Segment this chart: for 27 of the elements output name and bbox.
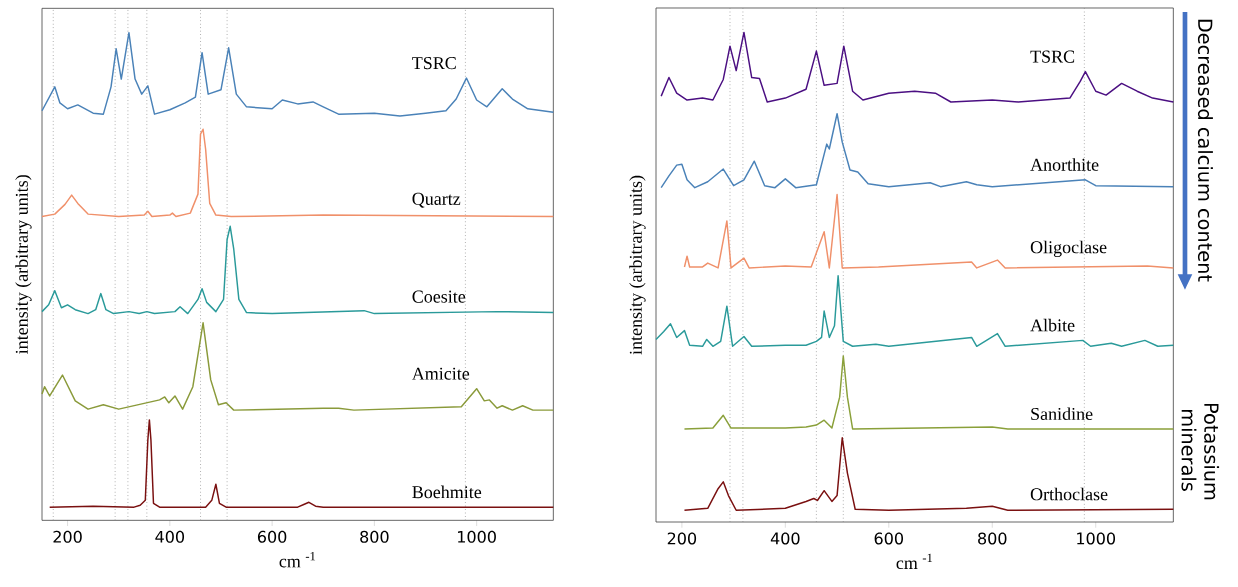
x-tick-label: 600 [257,530,287,543]
series-label: Oligoclase [1030,240,1107,258]
x-tick-label: 600 [874,532,904,545]
text: Decreased calcium content [1197,19,1213,282]
series-label: Sanidine [1031,407,1093,421]
series-label: TSRC [1030,50,1075,63]
series-label: Albite [1030,318,1075,332]
series-label: Coesite [412,290,466,303]
x-axis-title: cm $^{-1}$ [279,551,316,568]
series-label: Quartz [412,192,461,208]
x-tick-label: 800 [978,532,1007,545]
series-label: Anorthite [1030,158,1099,171]
x-tick-label: 400 [155,530,185,543]
series-label: Amicite [411,367,470,380]
x-tick-label: 1000 [1077,532,1116,545]
series-label: TSRC [412,57,456,70]
x-tick-label: 1000 [458,530,496,543]
series-label: Orthoclase [1030,487,1108,501]
x-tick-label: 200 [667,532,697,545]
y-axis-title: intensity (arbitrary units) [15,175,32,354]
x-tick-label: 200 [53,530,82,543]
text: Potassium minerals [1181,403,1220,500]
x-tick-label: 800 [360,530,389,543]
x-tick-label: 400 [770,532,800,545]
series-label: Boehmite [412,485,482,499]
y-axis-title: intensity (arbitrary units) [629,175,646,355]
x-axis-title: cm $^{-1}$ [896,553,933,570]
